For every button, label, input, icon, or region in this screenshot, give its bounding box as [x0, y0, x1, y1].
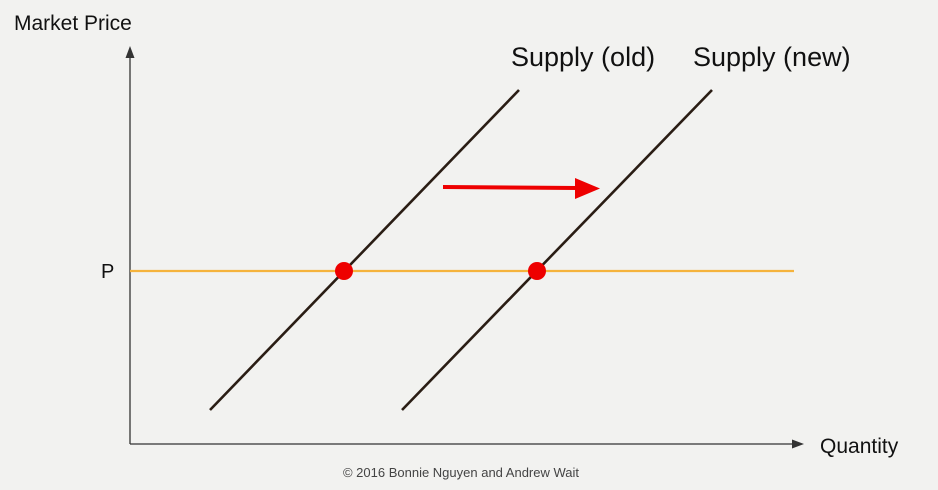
- supply-old-line: [209, 89, 520, 411]
- shift-arrow-head: [575, 178, 600, 199]
- y-axis-title: Market Price: [14, 12, 132, 35]
- equilibrium-point-new: [528, 262, 546, 280]
- supply-old-label: Supply (old): [511, 42, 655, 72]
- x-axis-title: Quantity: [820, 435, 899, 458]
- supply-new-label: Supply (new): [693, 42, 851, 72]
- price-tick-label: P: [101, 261, 114, 283]
- y-axis-arrowhead: [125, 46, 135, 58]
- shift-arrow-shaft: [442, 185, 579, 190]
- x-axis-arrowhead: [792, 439, 804, 449]
- copyright-notice: © 2016 Bonnie Nguyen and Andrew Wait: [343, 465, 579, 480]
- supply-new-line: [401, 89, 713, 411]
- shift-arrow: [442, 178, 600, 199]
- axes: [125, 46, 804, 449]
- equilibrium-point-old: [335, 262, 353, 280]
